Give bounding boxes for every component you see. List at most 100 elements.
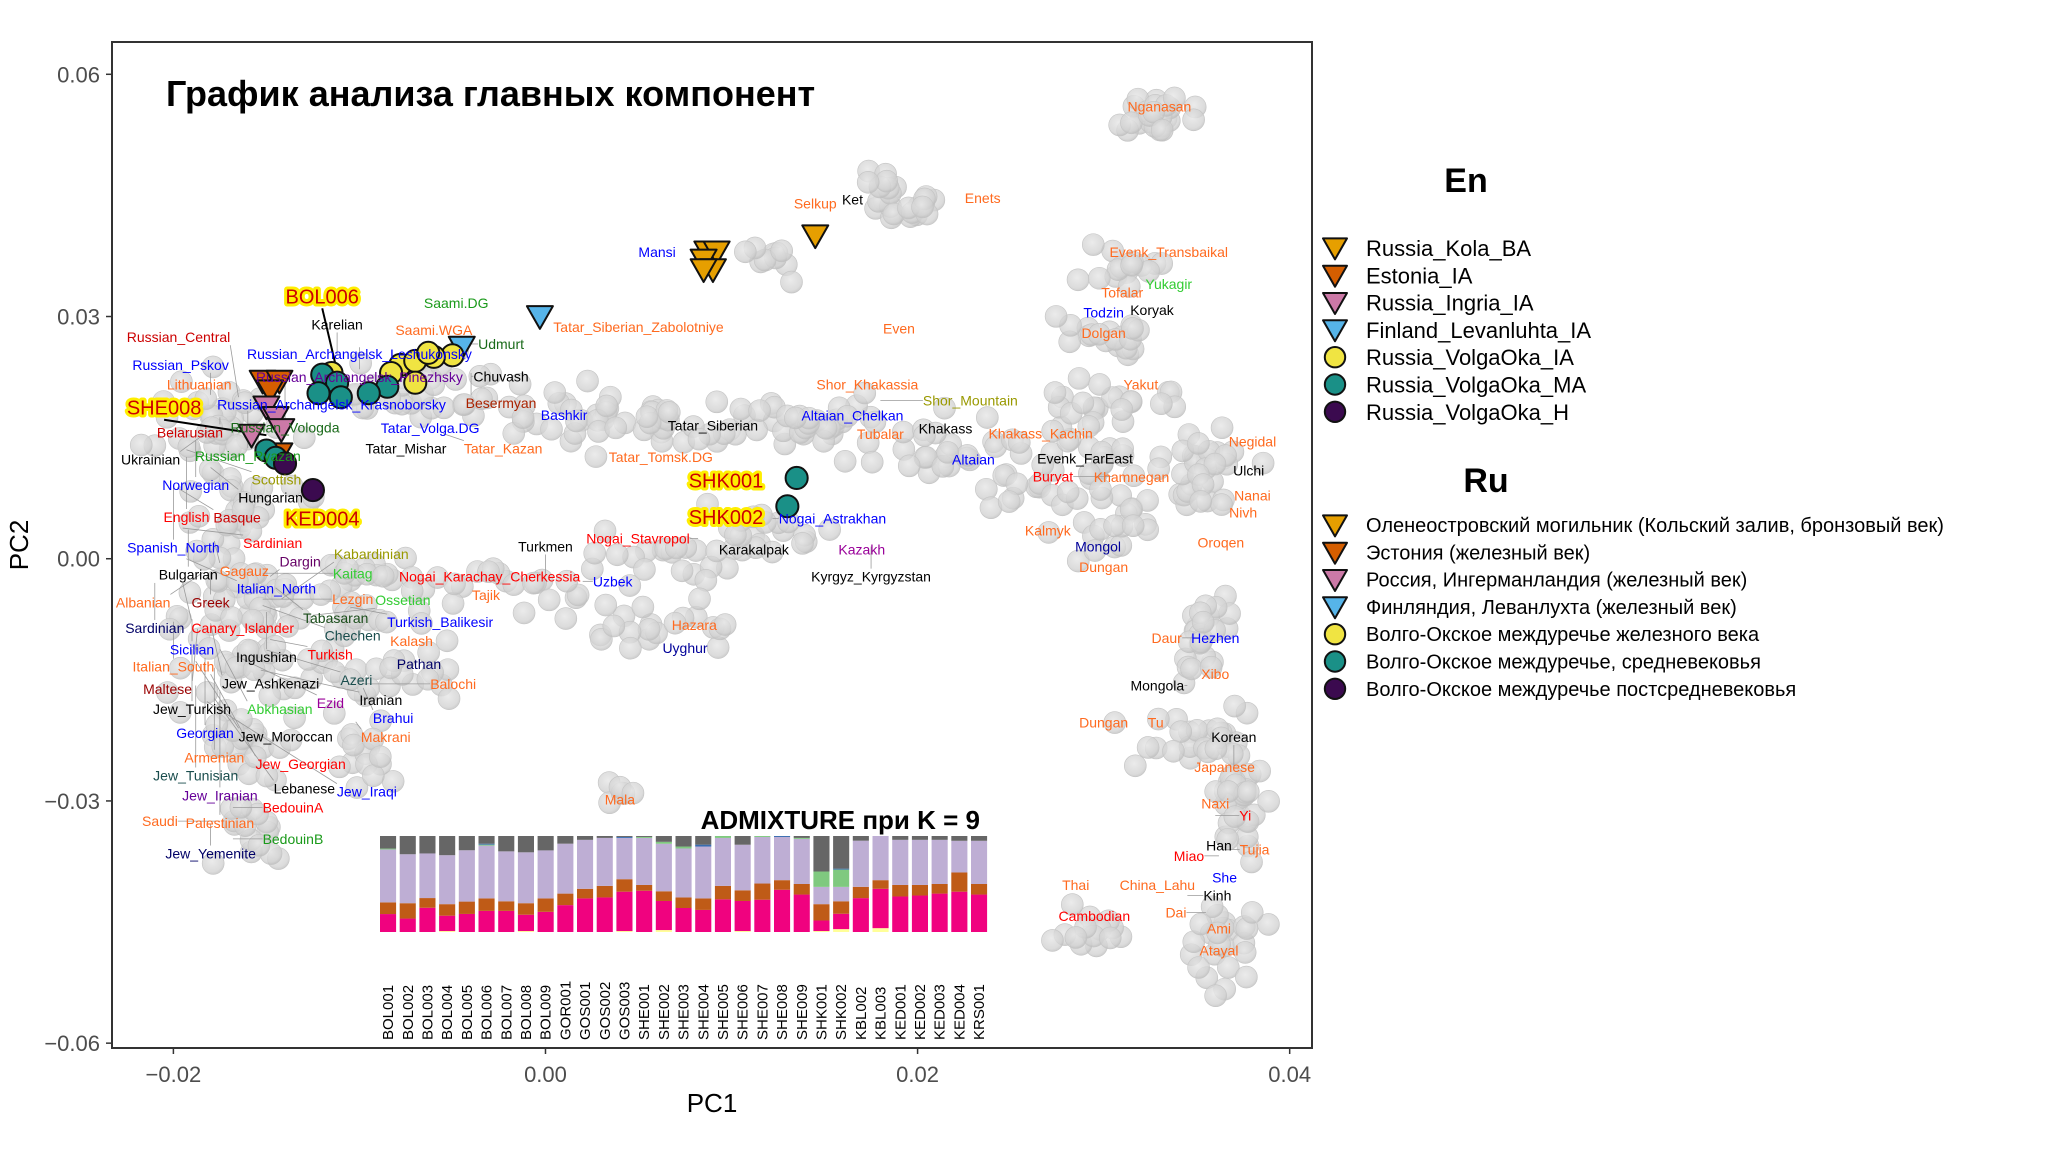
admixture-segment-c5 bbox=[793, 837, 810, 839]
admixture-segment-c1 bbox=[439, 931, 456, 932]
background-point bbox=[1200, 895, 1224, 919]
population-label-todzin: Todzin bbox=[1083, 304, 1123, 320]
leader-line-bol006 bbox=[321, 308, 339, 372]
background-point bbox=[605, 543, 629, 567]
background-point bbox=[283, 676, 307, 700]
admixture-bar-she001 bbox=[636, 836, 653, 932]
population-label-kabardinian: Kabardinian bbox=[334, 546, 409, 562]
admixture-segment-c1 bbox=[872, 928, 889, 932]
population-label-saami-dg: Saami.DG bbox=[424, 295, 489, 311]
admixture-sample-label: BOL004 bbox=[439, 985, 456, 1040]
population-label-tatar-volga-dg: Tatar_Volga.DG bbox=[381, 420, 480, 436]
admixture-segment-c7 bbox=[596, 836, 613, 838]
background-point bbox=[345, 776, 369, 799]
background-point bbox=[441, 592, 465, 615]
admixture-segment-c4 bbox=[616, 837, 633, 880]
population-label-leader bbox=[176, 487, 214, 511]
y-axis-title: PC2 bbox=[4, 520, 34, 571]
background-point bbox=[863, 410, 887, 434]
admixture-segment-c3 bbox=[734, 890, 751, 901]
population-label-bashkir: Bashkir bbox=[541, 407, 588, 423]
population-label-khakass-kachin: Khakass_Kachin bbox=[988, 426, 1092, 442]
admixture-segment-c4 bbox=[636, 837, 653, 885]
admixture-bar-kbl003 bbox=[872, 836, 889, 932]
admixture-sample-labels: BOL001 BOL002 BOL003 BOL004 BOL005 BOL006 BOL0… bbox=[380, 981, 988, 1040]
admixture-segment-c4 bbox=[577, 839, 594, 889]
background-point bbox=[1067, 367, 1091, 390]
admixture-segment-c1 bbox=[734, 931, 751, 932]
admixture-sample-label: KRS001 bbox=[971, 984, 988, 1040]
admixture-bar-she005 bbox=[714, 836, 731, 932]
background-point bbox=[1216, 828, 1240, 851]
admixture-segment-c3 bbox=[537, 898, 554, 912]
x-tick-label: 0.02 bbox=[896, 1062, 939, 1087]
admixture-sample-label: BOL002 bbox=[400, 985, 417, 1040]
population-label-russian-archangelsk-leshukonsky: Russian_Archangelsk_Leshukonsky bbox=[247, 346, 472, 362]
background-point bbox=[593, 519, 617, 543]
admixture-bar-she004 bbox=[695, 836, 712, 932]
background-point bbox=[349, 351, 372, 375]
admixture-segment-c3 bbox=[399, 903, 416, 919]
population-label-evenk-fareast: Evenk_FarEast bbox=[1037, 450, 1133, 466]
legend-marker-russia-volgaoka-h bbox=[1323, 400, 1347, 423]
admixture-sample-label: SHE007 bbox=[754, 984, 771, 1040]
population-label-dungan: Dungan bbox=[1079, 715, 1128, 731]
population-label-nganasan: Nganasan bbox=[1128, 99, 1192, 115]
background-point bbox=[369, 745, 392, 769]
background-point bbox=[791, 532, 814, 555]
population-label-leader bbox=[214, 698, 274, 781]
background-point bbox=[619, 636, 642, 660]
point-russia-volgaoka-h bbox=[272, 451, 298, 476]
background-point bbox=[565, 409, 588, 433]
background-point bbox=[555, 569, 579, 593]
background-point bbox=[344, 607, 367, 630]
population-labels: Nganasan Selkup Ket Enets Mansi Evenk_Transba… bbox=[116, 99, 1276, 959]
population-label-karelian: Karelian bbox=[311, 316, 362, 332]
admixture-segment-c7 bbox=[557, 836, 574, 844]
population-label-nivh: Nivh bbox=[1229, 505, 1257, 521]
background-point bbox=[1236, 780, 1260, 804]
admixture-segment-c6 bbox=[695, 844, 712, 847]
admixture-segment-c3 bbox=[774, 880, 791, 890]
population-label-ulchi: Ulchi bbox=[1233, 463, 1264, 479]
background-point bbox=[263, 634, 287, 658]
background-point bbox=[1240, 850, 1263, 874]
population-label-canary-islander: Canary_Islander bbox=[191, 620, 294, 636]
admixture-segment-c2 bbox=[695, 909, 712, 932]
population-label-greek: Greek bbox=[192, 594, 231, 610]
admixture-segment-c7 bbox=[675, 836, 692, 847]
admixture-segment-c2 bbox=[517, 914, 534, 932]
population-label-ezid: Ezid bbox=[317, 695, 344, 711]
admixture-segment-c3 bbox=[636, 884, 653, 891]
population-label-maltese: Maltese bbox=[143, 681, 192, 697]
legend-marker-ru-russia-volgaoka-ia bbox=[1323, 623, 1347, 646]
admixture-sample-label: GOS002 bbox=[597, 982, 614, 1040]
population-label-leader bbox=[206, 701, 338, 784]
admixture-segment-c3 bbox=[911, 884, 928, 896]
background-point bbox=[1233, 941, 1257, 964]
background-point bbox=[1103, 711, 1127, 734]
background-point bbox=[1056, 480, 1080, 504]
admixture-bar-bol004 bbox=[439, 836, 456, 932]
background-point bbox=[1098, 926, 1122, 950]
admixture-segment-c4 bbox=[439, 855, 456, 905]
background-point bbox=[621, 781, 645, 805]
population-label-nogai-astrakhan: Nogai_Astrakhan bbox=[779, 510, 886, 526]
admixture-segment-c7 bbox=[833, 836, 850, 869]
y-axis-ticks: 0.06 0.03 0.00 −0.03 −0.06 bbox=[44, 62, 112, 1056]
population-label-balochi: Balochi bbox=[430, 676, 476, 692]
admixture-sample-label: SHE008 bbox=[774, 984, 791, 1040]
population-label-leader bbox=[191, 628, 198, 682]
background-point bbox=[198, 458, 222, 481]
background-point bbox=[375, 610, 398, 634]
admixture-segment-c3 bbox=[931, 884, 948, 894]
population-label-lebanese: Lebanese bbox=[274, 780, 336, 796]
background-point bbox=[602, 614, 626, 638]
background-point bbox=[1110, 398, 1134, 421]
admixture-segment-c5 bbox=[714, 836, 731, 838]
population-label-ukrainian: Ukrainian bbox=[121, 452, 180, 468]
admixture-segment-c2 bbox=[498, 910, 515, 932]
background-point bbox=[205, 713, 229, 737]
admixture-segment-c6 bbox=[833, 868, 850, 870]
background-point bbox=[1111, 437, 1134, 461]
